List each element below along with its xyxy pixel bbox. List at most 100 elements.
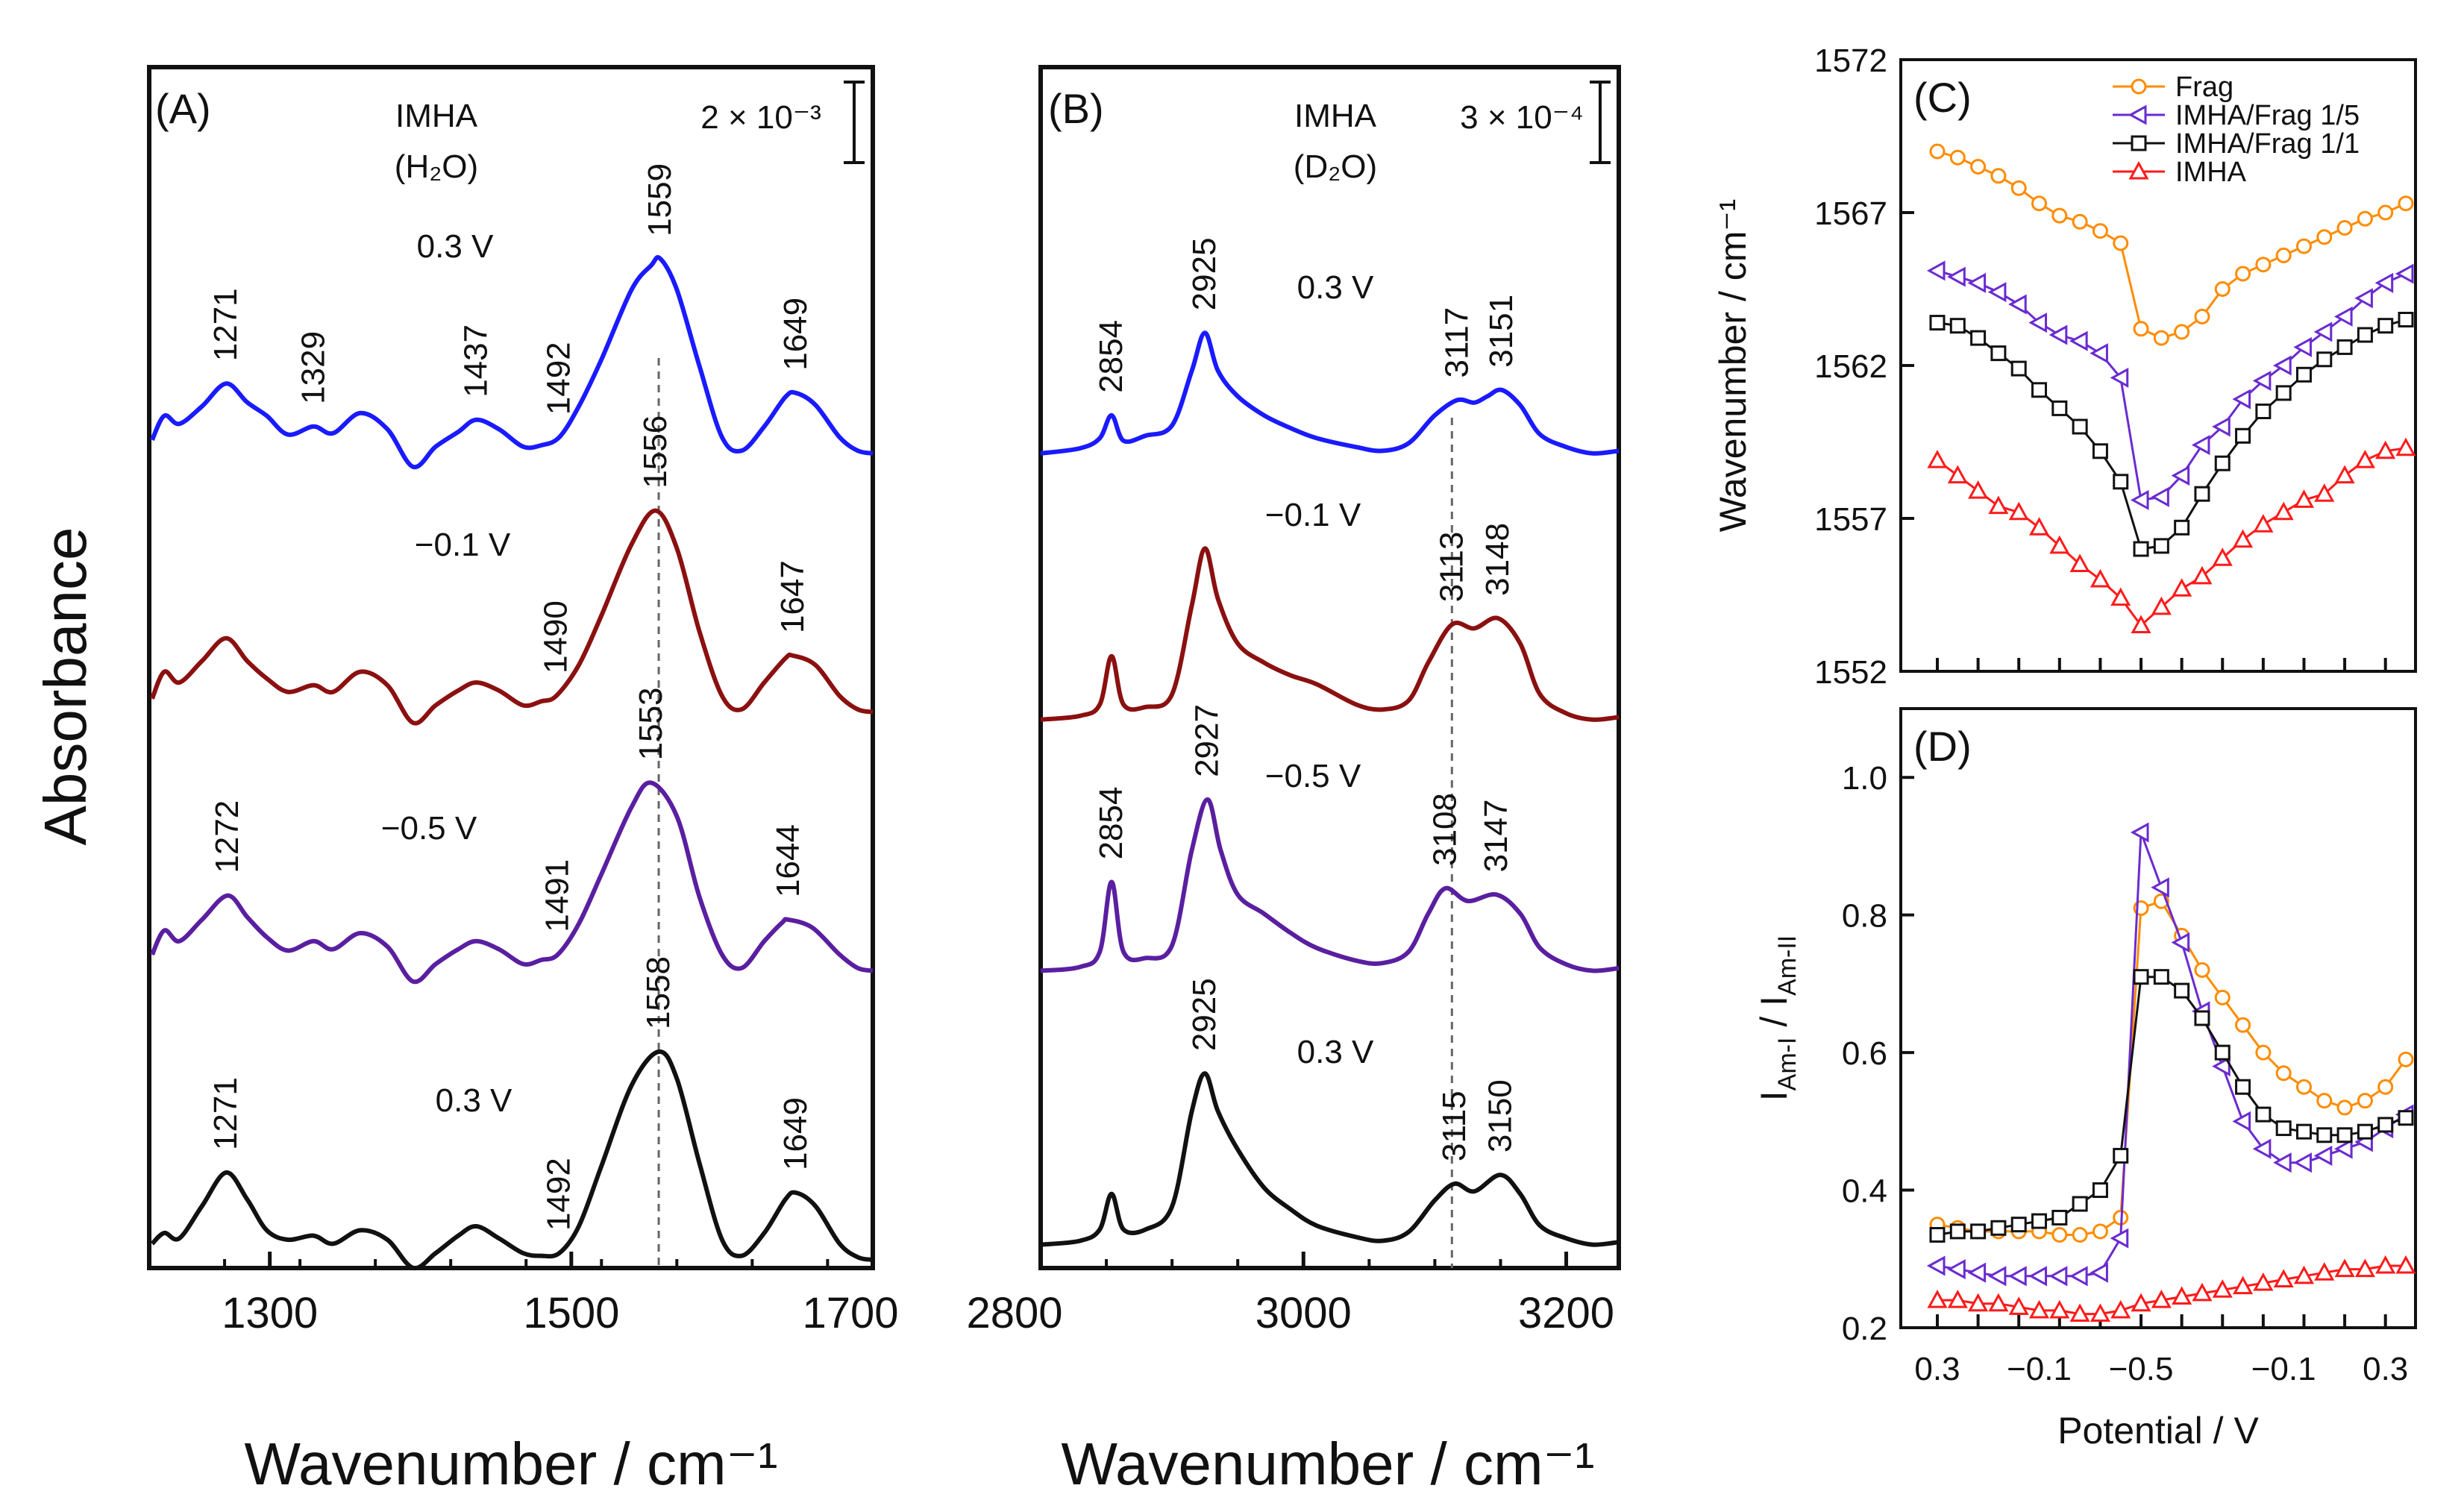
data-point-triangle-left xyxy=(2151,877,2169,898)
potential-label-1: 0.3 V xyxy=(417,228,494,265)
data-point-triangle xyxy=(2293,489,2315,508)
data-point-circle xyxy=(2010,180,2027,196)
y-tick-label: 1562 xyxy=(1814,348,1887,385)
data-point-triangle-left xyxy=(2293,1152,2312,1173)
y-tick-label: 0.4 xyxy=(1842,1173,1887,1210)
data-point-square xyxy=(2194,486,2210,502)
series-line-2 xyxy=(1937,269,2407,502)
series-line-3 xyxy=(1937,319,2407,550)
data-point-square xyxy=(2275,385,2292,401)
peak-label: 3150 xyxy=(1482,1079,1519,1152)
data-point-circle xyxy=(2295,1079,2312,1095)
data-point-triangle-left xyxy=(2069,330,2088,351)
data-point-triangle-left xyxy=(2232,389,2251,410)
peak-label: 1491 xyxy=(539,859,576,932)
data-point-triangle-left xyxy=(2069,1266,2088,1287)
data-point-square xyxy=(2398,1110,2414,1126)
data-point-triangle xyxy=(2375,1255,2396,1274)
data-point-triangle-left xyxy=(1987,1266,2007,1287)
data-point-triangle xyxy=(1947,465,1968,484)
data-point-triangle-left xyxy=(2048,1266,2068,1287)
panel-a-tag: (A) xyxy=(155,85,211,132)
peak-label: 3108 xyxy=(1427,793,1464,866)
x-tick-label: 3200 xyxy=(1518,1289,1614,1337)
panel-c-tag: (C) xyxy=(1913,74,1972,121)
spectrum-trace-3 xyxy=(150,780,874,985)
peak-label: 1271 xyxy=(207,1077,244,1150)
data-point-triangle xyxy=(2395,1255,2416,1274)
panel-a: (A) IMHA (H₂O) 2 × 10⁻³ 1300 1500 1700 0.3… xyxy=(147,65,899,1497)
data-point-triangle xyxy=(2008,501,2029,521)
data-point-circle xyxy=(2194,308,2210,324)
x-tick-label: 3000 xyxy=(1255,1289,1352,1337)
peak-label: 1649 xyxy=(777,1097,814,1170)
spectrum-trace-2 xyxy=(150,508,874,726)
data-point-triangle xyxy=(2395,437,2416,456)
panel-d-series xyxy=(1926,822,2416,1322)
data-point-triangle xyxy=(1988,495,2009,515)
legend-label: Frag xyxy=(2175,72,2233,103)
panel-d: (D) IAm-I / IAm-II 0.2 0.4 0.6 0.8 1.0 0.3 −0.… xyxy=(1753,707,2417,1452)
panel-b-frame xyxy=(1038,65,1621,1270)
x-tick-label: 2800 xyxy=(966,1289,1062,1337)
data-point-triangle xyxy=(2273,1269,2294,1287)
data-point-triangle-left xyxy=(2313,1145,2333,1166)
data-point-square xyxy=(2010,360,2027,377)
data-point-square xyxy=(2031,382,2048,398)
data-point-square xyxy=(1929,315,1946,331)
legend-label: IMHA xyxy=(2175,157,2247,188)
panel-d-x-label: Potential / V xyxy=(2057,1410,2259,1452)
peak-label: 1492 xyxy=(541,1158,577,1231)
panel-b: (B) IMHA (D₂O) 3 × 10⁻⁴ 2800 3000 3200 0.3… xyxy=(966,65,1621,1497)
data-point-circle xyxy=(2336,1099,2353,1116)
data-point-circle xyxy=(2316,229,2333,245)
data-point-circle xyxy=(2214,989,2231,1005)
data-point-square xyxy=(2336,1127,2353,1143)
data-point-triangle xyxy=(2008,1296,2029,1315)
data-point-square xyxy=(2235,427,2251,444)
data-point-triangle xyxy=(2090,1303,2110,1322)
data-point-triangle-left xyxy=(1947,1259,1966,1280)
data-point-triangle-left xyxy=(2130,489,2149,510)
data-point-circle xyxy=(2235,1017,2251,1033)
data-point-triangle-left xyxy=(2008,1266,2027,1287)
data-point-triangle xyxy=(2212,547,2233,566)
data-point-square xyxy=(1949,318,1966,334)
data-point-triangle-left xyxy=(2171,932,2190,953)
peak-label: 1644 xyxy=(770,824,806,897)
data-point-square xyxy=(2072,1196,2088,1212)
data-point-triangle xyxy=(2090,568,2110,588)
x-tick-label: 0.3 xyxy=(1914,1351,1960,1387)
data-point-triangle xyxy=(2110,587,2131,606)
panel-d-tag: (D) xyxy=(1913,723,1972,770)
data-point-triangle-left xyxy=(2212,416,2231,437)
data-point-square xyxy=(2113,1147,2129,1164)
peak-label: 3113 xyxy=(1433,532,1470,603)
panel-b-traces: 0.3 V 2854 2925 3117 3151 −0.1 V 3113 3148 −0.5 … xyxy=(1040,237,1620,1268)
data-point-triangle xyxy=(2375,440,2396,459)
peak-label: 2854 xyxy=(1093,320,1129,393)
data-point-circle xyxy=(2092,1223,2108,1240)
data-point-triangle xyxy=(2172,1286,2192,1305)
data-point-circle xyxy=(2113,235,2129,251)
peak-label: 3115 xyxy=(1436,1091,1473,1161)
data-point-circle xyxy=(2051,1227,2068,1243)
data-point-triangle-left xyxy=(2354,288,2373,309)
spectrum-trace-1 xyxy=(150,255,874,470)
panel-c-axes: 1552 1557 1562 1567 1572 xyxy=(1814,43,2387,691)
potential-label-3: −0.5 V xyxy=(381,810,477,847)
panel-b-title-1: IMHA xyxy=(1294,98,1377,134)
panel-a-frame xyxy=(147,65,875,1270)
y-tick-label: 1557 xyxy=(1814,501,1887,538)
peak-label: 1271 xyxy=(207,288,244,361)
data-point-square xyxy=(2398,312,2414,327)
data-point-triangle xyxy=(2354,449,2375,468)
y-tick-label: 1552 xyxy=(1814,654,1887,691)
data-point-triangle-left xyxy=(2212,1056,2231,1077)
data-point-triangle xyxy=(2131,1293,2151,1312)
spectrum-trace-1 xyxy=(1040,330,1620,456)
peak-label: 3151 xyxy=(1483,295,1520,368)
data-point-triangle-left xyxy=(1987,282,2007,303)
panel-d-y-label-main: I xyxy=(1753,1091,1795,1101)
